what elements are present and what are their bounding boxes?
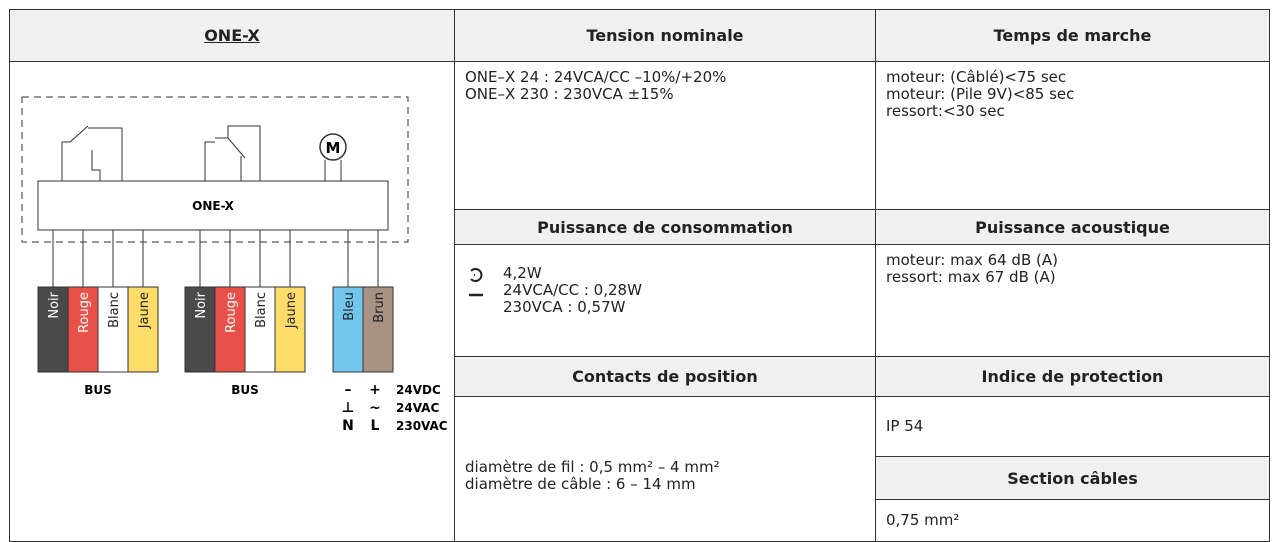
heading: Indice de protection <box>875 356 1270 397</box>
cell: IP 54 <box>875 396 1270 457</box>
dashed-box <box>21 96 409 243</box>
symbol: L <box>371 418 380 434</box>
switch <box>204 125 261 181</box>
text: ressort: <box>886 102 943 120</box>
motor <box>319 133 347 161</box>
switch <box>61 125 123 181</box>
symbol: ~ <box>369 400 381 416</box>
voltage: 230VAC <box>396 419 448 433</box>
symbol: ⊥ <box>342 400 355 416</box>
title-cell: ONE-X <box>9 9 455 62</box>
wire-label: Bleu <box>342 292 357 321</box>
terminal <box>37 286 69 373</box>
line: 24VCA/CC : 0,28W <box>503 281 642 299</box>
module-label: ONE-X <box>192 199 234 213</box>
value: IP 54 <box>886 417 924 435</box>
heading: Contacts de position <box>454 356 876 397</box>
row: moteur: (Câblé)<75 sec <box>886 69 1259 86</box>
wire-label: Noir <box>47 291 62 318</box>
line: 4,2W <box>503 264 542 282</box>
motor-leads <box>324 160 342 181</box>
cell: ONE–X 24 : 24VCA/CC –10%/+20% ONE–X 230 :… <box>454 61 876 210</box>
cell: diamètre de fil : 0,5 mm² – 4 mm² diamètr… <box>454 396 876 542</box>
line: ONE–X 230 : 230VCA ±15% <box>465 85 674 103</box>
heading: Temps de marche <box>875 9 1270 62</box>
terminal <box>274 286 306 373</box>
terminal <box>244 286 276 373</box>
voltage: 24VAC <box>396 401 439 415</box>
wire-label: Blanc <box>254 292 269 328</box>
terminal <box>127 286 159 373</box>
heading: Tension nominale <box>454 9 876 62</box>
power-icon <box>469 268 483 297</box>
line: diamètre de câble : 6 – 14 mm <box>465 475 696 493</box>
terminal <box>362 286 394 373</box>
text: <75 sec <box>1004 68 1067 86</box>
text: <85 sec <box>1012 85 1075 103</box>
motor-label: M <box>326 139 341 157</box>
heading: Puissance acoustique <box>875 209 1270 245</box>
terminal <box>184 286 216 373</box>
line: moteur: max 64 dB (A) <box>886 251 1058 269</box>
line: ressort: max 67 dB (A) <box>886 268 1056 286</box>
wire-label: Blanc <box>107 292 122 328</box>
wire-label: Jaune <box>137 292 152 329</box>
diagram-cell: ONE-X M Noir Rouge Blanc Jaune BUS Noir Rouge Bla… <box>9 61 455 542</box>
line: ONE–X 24 : 24VCA/CC –10%/+20% <box>465 68 727 86</box>
voltage: 24VDC <box>396 383 441 397</box>
module-box <box>37 180 389 231</box>
wire-label: Brun <box>372 292 387 323</box>
heading: Section câbles <box>875 456 1270 500</box>
line: diamètre de fil : 0,5 mm² – 4 mm² <box>465 458 720 476</box>
symbol: + <box>369 382 381 398</box>
cell: moteur: max 64 dB (A) ressort: max 67 dB … <box>875 244 1270 357</box>
bus-label: BUS <box>84 383 112 397</box>
wire-label: Rouge <box>224 292 239 333</box>
cell: moteur: (Câblé)<75 sec moteur: (Pile 9V)<… <box>875 61 1270 210</box>
terminal <box>332 286 364 373</box>
wire-label: Jaune <box>284 292 299 329</box>
terminal <box>214 286 246 373</box>
text: <30 sec <box>942 102 1005 120</box>
heading: Puissance de consommation <box>454 209 876 245</box>
wire-label: Noir <box>194 291 209 318</box>
symbol: – <box>345 382 352 398</box>
cell: 0,75 mm² <box>875 499 1270 542</box>
line: 230VCA : 0,57W <box>503 298 626 316</box>
row: moteur: (Pile 9V)<85 sec <box>886 86 1259 103</box>
diagram: ONE-X M Noir Rouge Blanc Jaune BUS Noir Rouge Bla… <box>21 96 448 434</box>
bus-label: BUS <box>231 383 259 397</box>
terminal <box>97 286 129 373</box>
wire-label: Rouge <box>77 292 92 333</box>
cell: 4,2W 24VCA/CC : 0,28W 230VCA : 0,57W <box>454 244 876 357</box>
terminal <box>67 286 99 373</box>
row: ressort:<30 sec <box>886 103 1259 120</box>
value: 0,75 mm² <box>886 511 960 529</box>
symbol: N <box>342 418 354 434</box>
title: ONE-X <box>204 26 260 45</box>
text: moteur: (Pile 9V) <box>886 85 1013 103</box>
text: moteur: (Câblé) <box>886 68 1005 86</box>
